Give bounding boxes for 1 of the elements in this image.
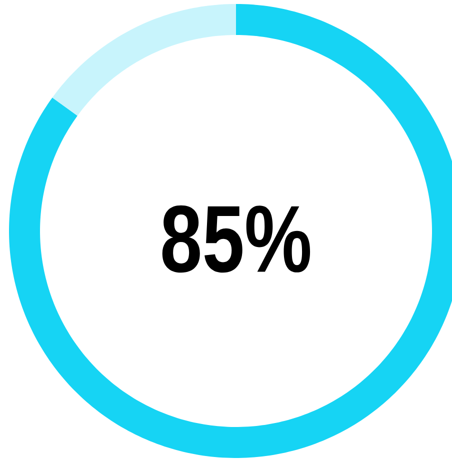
data-label: 85% bbox=[162, 205, 310, 273]
